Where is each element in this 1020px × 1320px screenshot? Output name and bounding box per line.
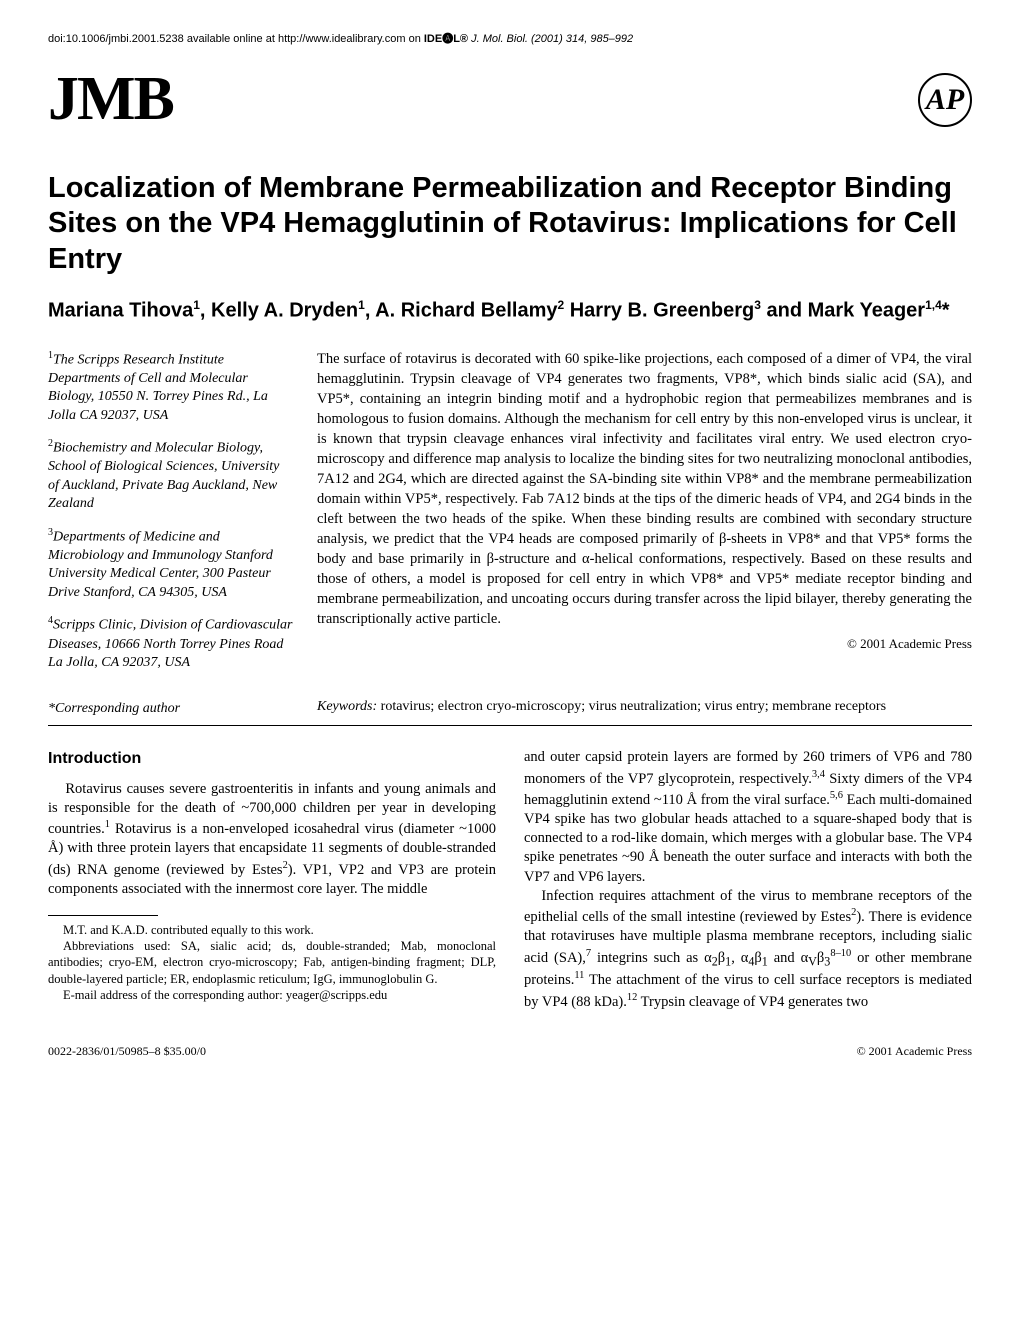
affiliations: 1The Scripps Research Institute Departme… bbox=[48, 349, 293, 685]
jmb-logo: JMB bbox=[48, 64, 173, 135]
logo-row: JMB AP bbox=[48, 64, 972, 135]
affiliation-3: 3Departments of Medicine and Microbiolog… bbox=[48, 526, 293, 603]
ap-logo: AP bbox=[918, 73, 972, 127]
affiliation-4: 4Scripps Clinic, Division of Cardiovascu… bbox=[48, 614, 293, 672]
doi-header: doi:10.1006/jmbi.2001.5238 available onl… bbox=[48, 30, 972, 46]
keywords-text: rotavirus; electron cryo-microscopy; vir… bbox=[381, 699, 886, 714]
footer-left: 0022-2836/01/50985–8 $35.00/0 bbox=[48, 1044, 206, 1059]
ideal-brand: IDE🅐L® bbox=[424, 33, 468, 45]
article-title: Localization of Membrane Permeabilizatio… bbox=[48, 171, 972, 277]
keywords-row: *Corresponding author Keywords: rotaviru… bbox=[48, 698, 972, 726]
meta-block: 1The Scripps Research Institute Departme… bbox=[48, 349, 972, 685]
footer: 0022-2836/01/50985–8 $35.00/0 © 2001 Aca… bbox=[48, 1044, 972, 1059]
affiliation-2: 2Biochemistry and Molecular Biology, Sch… bbox=[48, 437, 293, 514]
intro-heading: Introduction bbox=[48, 748, 496, 769]
right-column: and outer capsid protein layers are form… bbox=[524, 748, 972, 1011]
footnote-rule bbox=[48, 915, 158, 916]
right-paragraph-2: Infection requires attachment of the vir… bbox=[524, 887, 972, 1012]
footnote-1: M.T. and K.A.D. contributed equally to t… bbox=[48, 922, 496, 938]
affiliation-1: 1The Scripps Research Institute Departme… bbox=[48, 349, 293, 426]
abstract-text: The surface of rotavirus is decorated wi… bbox=[317, 351, 972, 627]
footnote-2: Abbreviations used: SA, sialic acid; ds,… bbox=[48, 938, 496, 987]
doi-text: doi:10.1006/jmbi.2001.5238 available onl… bbox=[48, 33, 424, 45]
journal-ref: J. Mol. Biol. (2001) 314, 985–992 bbox=[471, 33, 633, 45]
corresponding-author: *Corresponding author bbox=[48, 701, 293, 717]
authors: Mariana Tihova1, Kelly A. Dryden1, A. Ri… bbox=[48, 297, 972, 325]
left-column: Introduction Rotavirus causes severe gas… bbox=[48, 748, 496, 1011]
intro-paragraph-1: Rotavirus causes severe gastroenteritis … bbox=[48, 780, 496, 899]
footnotes: M.T. and K.A.D. contributed equally to t… bbox=[48, 922, 496, 1003]
abstract-copyright: © 2001 Academic Press bbox=[317, 635, 972, 653]
abstract: The surface of rotavirus is decorated wi… bbox=[317, 349, 972, 685]
footnote-3: E-mail address of the corresponding auth… bbox=[48, 987, 496, 1003]
right-paragraph-1: and outer capsid protein layers are form… bbox=[524, 748, 972, 887]
footer-right: © 2001 Academic Press bbox=[857, 1044, 972, 1059]
body-columns: Introduction Rotavirus causes severe gas… bbox=[48, 748, 972, 1011]
keywords: Keywords: rotavirus; electron cryo-micro… bbox=[317, 698, 972, 717]
keywords-label: Keywords: bbox=[317, 699, 377, 714]
